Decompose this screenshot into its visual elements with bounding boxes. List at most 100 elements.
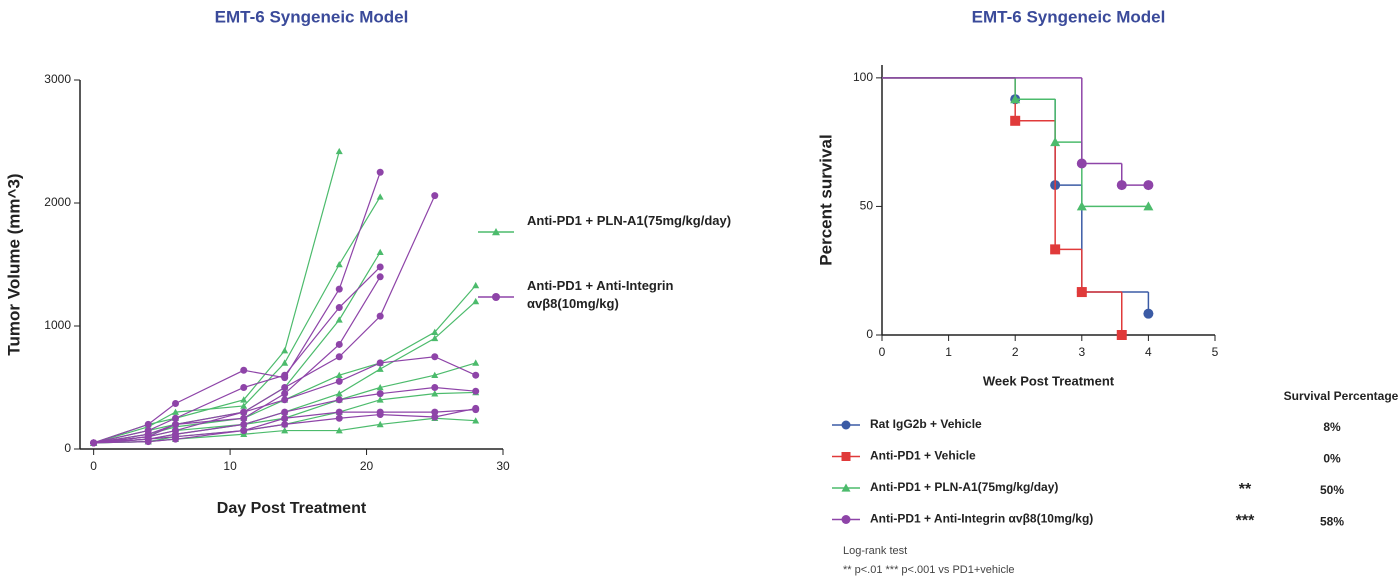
x-axis-label: Week Post Treatment bbox=[983, 373, 1115, 388]
marker bbox=[376, 359, 384, 367]
legend-label: Anti-PD1 + Anti-Integrin αvβ8(10mg/kg) bbox=[527, 278, 674, 311]
marker bbox=[281, 384, 289, 391]
marker bbox=[376, 312, 384, 320]
marker bbox=[281, 396, 289, 404]
marker bbox=[376, 248, 384, 255]
marker bbox=[172, 420, 180, 428]
marker bbox=[1116, 330, 1127, 340]
marker bbox=[431, 334, 439, 342]
marker bbox=[240, 427, 248, 435]
animal-line bbox=[93, 196, 381, 444]
marker bbox=[841, 515, 851, 524]
marker bbox=[172, 435, 180, 443]
marker bbox=[431, 413, 439, 421]
y-tick-label: 3000 bbox=[44, 72, 71, 86]
marker bbox=[335, 408, 343, 416]
marker bbox=[472, 359, 480, 366]
y-tick-label: 0 bbox=[866, 327, 873, 341]
x-tick-label: 30 bbox=[496, 459, 510, 473]
marker bbox=[376, 411, 384, 419]
x-tick-label: 1 bbox=[945, 345, 952, 359]
marker bbox=[1143, 201, 1154, 211]
footnote: ** p<.01 *** p<.001 vs PD1+vehicle bbox=[843, 564, 1015, 576]
column-header: Survival Percentage bbox=[1284, 389, 1399, 403]
marker bbox=[376, 384, 384, 391]
marker bbox=[472, 281, 480, 289]
marker bbox=[431, 328, 439, 335]
marker bbox=[281, 347, 289, 354]
marker bbox=[431, 390, 439, 397]
marker bbox=[172, 399, 180, 407]
marker bbox=[472, 371, 480, 379]
marker bbox=[240, 402, 248, 409]
marker bbox=[376, 263, 384, 271]
y-tick-label: 50 bbox=[860, 199, 874, 213]
marker bbox=[472, 417, 480, 424]
x-tick-label: 0 bbox=[90, 459, 97, 473]
marker bbox=[376, 365, 384, 372]
marker bbox=[335, 371, 343, 378]
marker bbox=[841, 452, 851, 461]
y-tick-label: 0 bbox=[64, 441, 71, 455]
significance: *** bbox=[1236, 513, 1255, 530]
legend-label: Anti-PD1 + PLN-A1(75mg/kg/day) bbox=[870, 480, 1058, 494]
legend-label: Rat IgG2b + Vehicle bbox=[870, 417, 982, 431]
marker bbox=[240, 414, 248, 422]
marker bbox=[472, 404, 480, 412]
marker bbox=[281, 371, 289, 379]
y-axis-label: Percent survival bbox=[816, 134, 835, 265]
marker bbox=[335, 304, 343, 312]
marker bbox=[335, 340, 343, 348]
marker bbox=[335, 414, 343, 422]
significance: ** bbox=[1239, 481, 1252, 498]
marker bbox=[1143, 308, 1154, 319]
marker bbox=[281, 408, 289, 416]
marker bbox=[144, 438, 152, 446]
marker bbox=[335, 285, 343, 293]
marker bbox=[376, 396, 384, 403]
marker bbox=[335, 396, 343, 404]
marker bbox=[335, 353, 343, 361]
legend-label: Anti-PD1 + Anti-Integrin αvβ8(10mg/kg) bbox=[870, 512, 1093, 526]
marker bbox=[1143, 180, 1154, 191]
survival-percentage: 8% bbox=[1323, 420, 1341, 434]
marker bbox=[492, 293, 500, 301]
animal-line bbox=[93, 151, 340, 444]
marker bbox=[90, 439, 98, 447]
marker bbox=[492, 228, 500, 236]
x-tick-label: 5 bbox=[1212, 345, 1219, 359]
marker bbox=[376, 420, 384, 428]
marker bbox=[335, 316, 343, 323]
marker bbox=[841, 420, 851, 430]
x-tick-label: 20 bbox=[360, 459, 374, 473]
x-tick-label: 4 bbox=[1145, 345, 1152, 359]
x-axis-label: Day Post Treatment bbox=[217, 500, 367, 517]
marker bbox=[281, 427, 289, 434]
marker bbox=[376, 168, 384, 176]
marker bbox=[472, 297, 480, 305]
x-tick-label: 0 bbox=[879, 345, 886, 359]
marker bbox=[240, 420, 248, 428]
marker bbox=[172, 414, 180, 422]
animal-line bbox=[93, 195, 436, 444]
marker bbox=[431, 371, 439, 378]
y-tick-label: 2000 bbox=[44, 195, 71, 209]
y-tick-label: 1000 bbox=[44, 318, 71, 332]
marker bbox=[281, 390, 289, 398]
marker bbox=[376, 390, 384, 398]
marker bbox=[472, 387, 480, 395]
marker bbox=[335, 147, 343, 155]
marker bbox=[335, 377, 343, 385]
marker bbox=[240, 396, 248, 403]
marker bbox=[240, 408, 248, 416]
survival-percentage: 50% bbox=[1320, 483, 1344, 497]
marker bbox=[376, 193, 384, 200]
footnote: Log-rank test bbox=[843, 545, 907, 557]
marker bbox=[281, 420, 289, 428]
marker bbox=[376, 273, 384, 281]
marker bbox=[431, 192, 439, 200]
marker bbox=[431, 384, 439, 391]
marker bbox=[431, 408, 439, 416]
survival-percentage: 0% bbox=[1323, 452, 1341, 466]
